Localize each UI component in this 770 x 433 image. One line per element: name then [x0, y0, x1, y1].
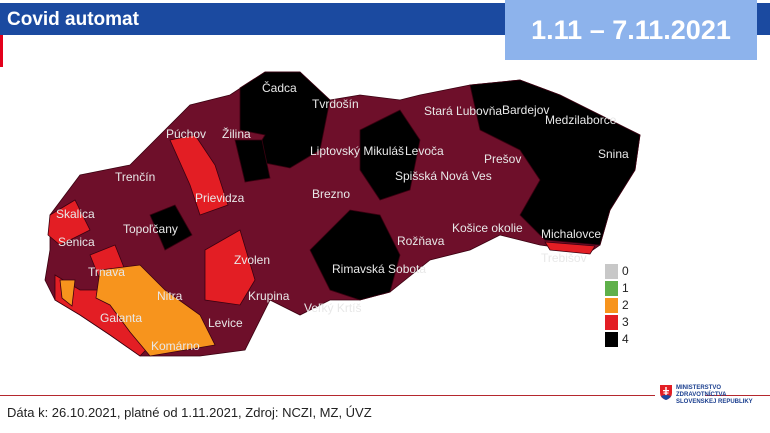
- district-label: Prešov: [484, 152, 521, 166]
- source-note: Dáta k: 26.10.2021, platné od 1.11.2021,…: [7, 405, 372, 420]
- district-label: Topoľčany: [123, 222, 178, 236]
- legend-swatch: [605, 281, 618, 296]
- logo-text: SLOVENSKEJ REPUBLIKY: [676, 399, 753, 405]
- legend: 0 1 2 3 4: [605, 264, 629, 347]
- page-title: Covid automat: [7, 9, 139, 30]
- district-label: Senica: [58, 235, 95, 249]
- district-label: Púchov: [166, 127, 206, 141]
- district-label: Prievidza: [195, 191, 245, 205]
- region-level4-rimavska: [309, 209, 401, 301]
- district-label: Veľký Krtíš: [304, 301, 362, 315]
- legend-label: 4: [622, 332, 629, 346]
- district-label: Košice okolie: [452, 221, 523, 235]
- logo-text: ZDRAVOTNÍCTVA: [676, 392, 727, 398]
- legend-swatch: [605, 315, 618, 330]
- region-level2-dunajska: [59, 279, 76, 307]
- legend-label: 3: [622, 315, 629, 329]
- region-level3-senica: [47, 199, 91, 246]
- district-label: Levoča: [405, 144, 444, 158]
- district-label: Čadca: [262, 80, 297, 95]
- district-label: Trenčín: [115, 170, 155, 184]
- district-label: Brezno: [312, 187, 350, 201]
- district-labels: Čadca Tvrdošín Stará Ľubovňa Bardejov Me…: [56, 80, 629, 353]
- region-level3-trebisov: [544, 241, 596, 255]
- district-label: Trnava: [88, 265, 125, 279]
- district-label: Rimavská Sobota: [332, 262, 426, 276]
- district-label: Trebišov: [541, 251, 587, 265]
- divider: [0, 395, 655, 396]
- date-range: 1.11 – 7.11.2021: [505, 0, 757, 60]
- legend-label: 2: [622, 298, 629, 312]
- coat-of-arms-icon: [660, 385, 672, 400]
- district-label: Levice: [208, 316, 243, 330]
- region-level4-topolcany: [149, 204, 193, 251]
- district-label: Zvolen: [234, 253, 270, 267]
- district-label: Krupina: [248, 289, 290, 303]
- district-label: Michalovce: [541, 227, 601, 241]
- region-level2-galanta-komarno: [95, 264, 216, 357]
- district-label: Tvrdošín: [312, 97, 359, 111]
- district-label: Spišská Nová Ves: [395, 169, 492, 183]
- legend-swatch: [605, 264, 618, 279]
- legend-label: 1: [622, 281, 629, 295]
- region-level4-central: [234, 139, 271, 183]
- district-label: Liptovský Mikuláš: [310, 144, 404, 158]
- district-label: Snina: [598, 147, 629, 161]
- district-label: Komárno: [151, 339, 200, 353]
- region-level4-spis: [359, 109, 421, 201]
- legend-label: 0: [622, 264, 629, 278]
- divider: [705, 395, 770, 396]
- district-label: Medzilaborce: [545, 113, 617, 127]
- legend-swatch: [605, 332, 618, 347]
- district-label: Skalica: [56, 207, 95, 221]
- accent-mark: [0, 35, 3, 67]
- district-label: Stará Ľubovňa: [424, 104, 502, 118]
- district-label: Žilina: [222, 126, 251, 141]
- district-label: Nitra: [157, 289, 183, 303]
- district-label: Bardejov: [502, 103, 549, 117]
- region-level4-east: [469, 79, 641, 246]
- region-level3-prievidza: [169, 134, 229, 216]
- legend-swatch: [605, 298, 618, 313]
- district-label: Galanta: [100, 311, 142, 325]
- region-level3-levice: [204, 229, 256, 306]
- logo-text: MINISTERSTVO: [676, 385, 722, 391]
- district-label: Rožňava: [397, 234, 445, 248]
- ministry-logo: MINISTERSTVO ZDRAVOTNÍCTVA SLOVENSKEJ RE…: [660, 385, 753, 406]
